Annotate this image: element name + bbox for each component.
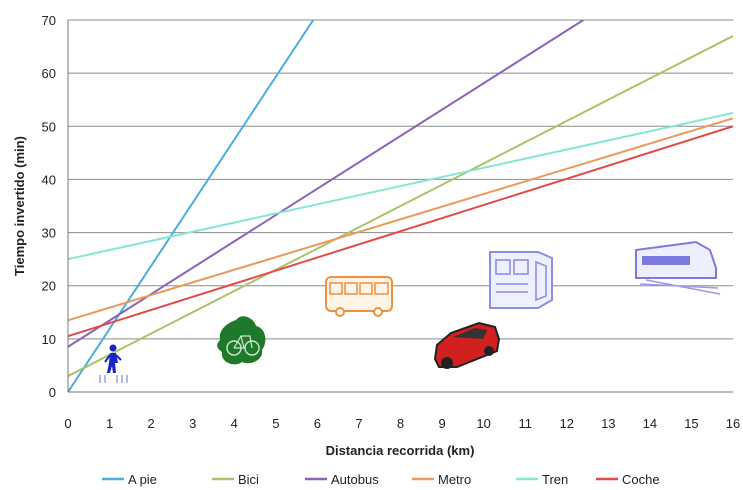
x-axis-title: Distancia recorrida (km) (326, 443, 475, 458)
legend-label: Coche (622, 472, 660, 487)
legend-item: Coche (596, 472, 660, 487)
y-tick-label: 50 (42, 119, 56, 134)
grid-lines (68, 19, 733, 340)
x-tick-label: 2 (148, 416, 155, 431)
y-tick-labels: 0 10 20 30 40 50 60 70 (42, 13, 56, 400)
x-tick-label: 12 (560, 416, 574, 431)
y-tick-label: 20 (42, 279, 56, 294)
car-icon (433, 321, 501, 369)
y-tick-label: 60 (42, 66, 56, 81)
legend-label: Autobus (331, 472, 379, 487)
x-tick-labels: 0 1 2 3 4 5 6 7 8 9 10 11 12 13 14 15 16 (64, 416, 740, 431)
legend-label: Bici (238, 472, 259, 487)
metro-train-icon (489, 251, 553, 309)
legend-label: Tren (542, 472, 568, 487)
x-tick-label: 6 (314, 416, 321, 431)
x-tick-label: 4 (231, 416, 238, 431)
x-tick-label: 14 (643, 416, 657, 431)
x-tick-label: 7 (355, 416, 362, 431)
y-tick-label: 30 (42, 226, 56, 241)
x-tick-label: 3 (189, 416, 196, 431)
legend-item: Metro (412, 472, 471, 487)
x-tick-label: 15 (684, 416, 698, 431)
series-line-bici (68, 35, 733, 377)
y-axis-title: Tiempo invertido (min) (12, 136, 27, 276)
legend: A pie Bici Autobus Metro Tren Coche (102, 472, 660, 487)
legend-item: Tren (516, 472, 568, 487)
legend-label: A pie (128, 472, 157, 487)
legend-item: Bici (212, 472, 259, 487)
legend-item: Autobus (305, 472, 379, 487)
y-tick-label: 10 (42, 332, 56, 347)
x-tick-label: 10 (476, 416, 490, 431)
y-tick-label: 0 (49, 385, 56, 400)
series-line-tren (68, 112, 733, 261)
bus-icon (325, 276, 393, 317)
series-line-a-pie (68, 20, 315, 392)
y-tick-label: 70 (42, 13, 56, 28)
series-line-metro (68, 117, 733, 322)
legend-label: Metro (438, 472, 471, 487)
legend-item: A pie (102, 472, 157, 487)
train-icon (635, 240, 721, 295)
x-tick-label: 0 (64, 416, 71, 431)
x-tick-label: 5 (272, 416, 279, 431)
series-lines (68, 20, 733, 392)
x-tick-label: 8 (397, 416, 404, 431)
y-tick-label: 40 (42, 172, 56, 187)
series-line-autobus (68, 20, 584, 348)
bicycle-icon (217, 316, 266, 365)
x-tick-label: 1 (106, 416, 113, 431)
series-line-coche (68, 125, 733, 338)
x-tick-label: 13 (601, 416, 615, 431)
x-tick-label: 11 (518, 416, 532, 431)
x-tick-label: 9 (438, 416, 445, 431)
pedestrian-icon (99, 344, 128, 383)
x-tick-label: 16 (726, 416, 740, 431)
